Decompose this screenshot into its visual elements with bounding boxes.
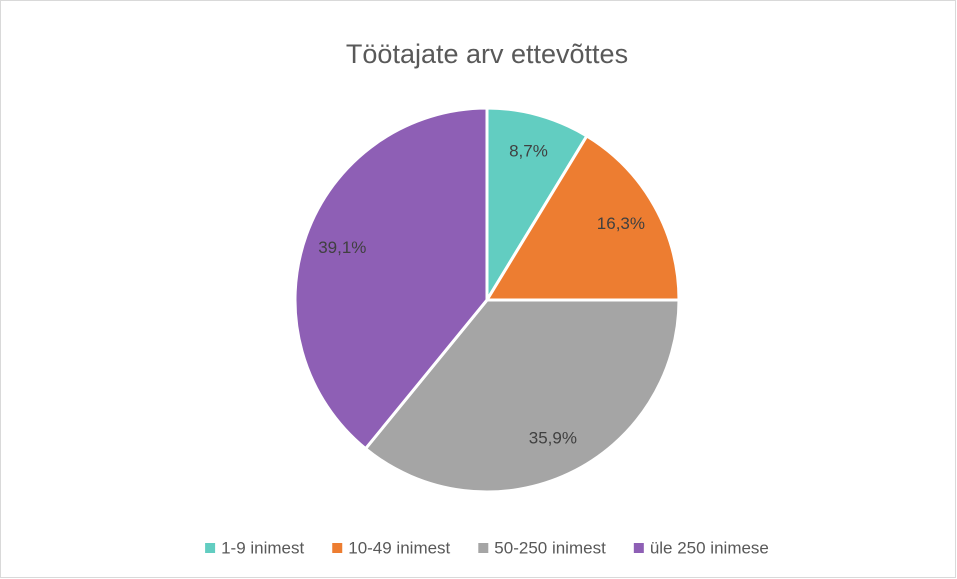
legend-marker: [332, 543, 343, 553]
pie-slice: [485, 134, 681, 302]
legend-marker: [205, 543, 216, 553]
data-label: 35,9%: [529, 428, 577, 447]
chart-title: Töötajate arv ettevõttes: [346, 39, 628, 69]
data-label: 8,7%: [509, 142, 548, 161]
legend-marker: [633, 543, 644, 553]
data-label: 39,1%: [318, 238, 366, 257]
legend-marker: [478, 543, 489, 553]
pie-slice: [293, 106, 489, 451]
legend-label: 50-250 inimest: [494, 538, 606, 557]
legend-label: 10-49 inimest: [348, 538, 450, 557]
legend-label: 1-9 inimest: [221, 538, 304, 557]
pie-slice: [485, 106, 589, 302]
pie-slice: [364, 298, 681, 494]
data-label: 16,3%: [597, 214, 645, 233]
legend-label: üle 250 inimese: [650, 538, 769, 557]
